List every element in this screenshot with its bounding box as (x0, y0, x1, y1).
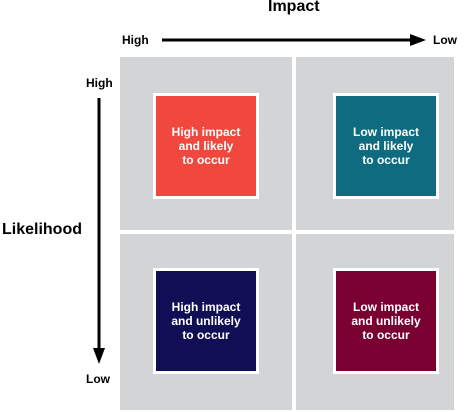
impact-low-label: Low (433, 33, 457, 47)
likelihood-axis-title: Likelihood (2, 221, 82, 238)
impact-arrow-icon (162, 34, 426, 46)
quadrant-box-high-impact-unlikely: High impact and unlikely to occur (153, 268, 259, 374)
quadrant-box-low-impact-unlikely: Low impact and unlikely to occur (333, 268, 439, 374)
quadrant-box-low-impact-likely: Low impact and likely to occur (333, 93, 439, 199)
likelihood-low-label: Low (86, 372, 110, 386)
impact-high-label: High (122, 33, 149, 47)
likelihood-high-label: High (86, 76, 113, 90)
impact-axis-title: Impact (268, 0, 320, 15)
quadrant-box-high-impact-likely: High impact and likely to occur (153, 93, 259, 199)
likelihood-arrow-icon (93, 98, 105, 364)
